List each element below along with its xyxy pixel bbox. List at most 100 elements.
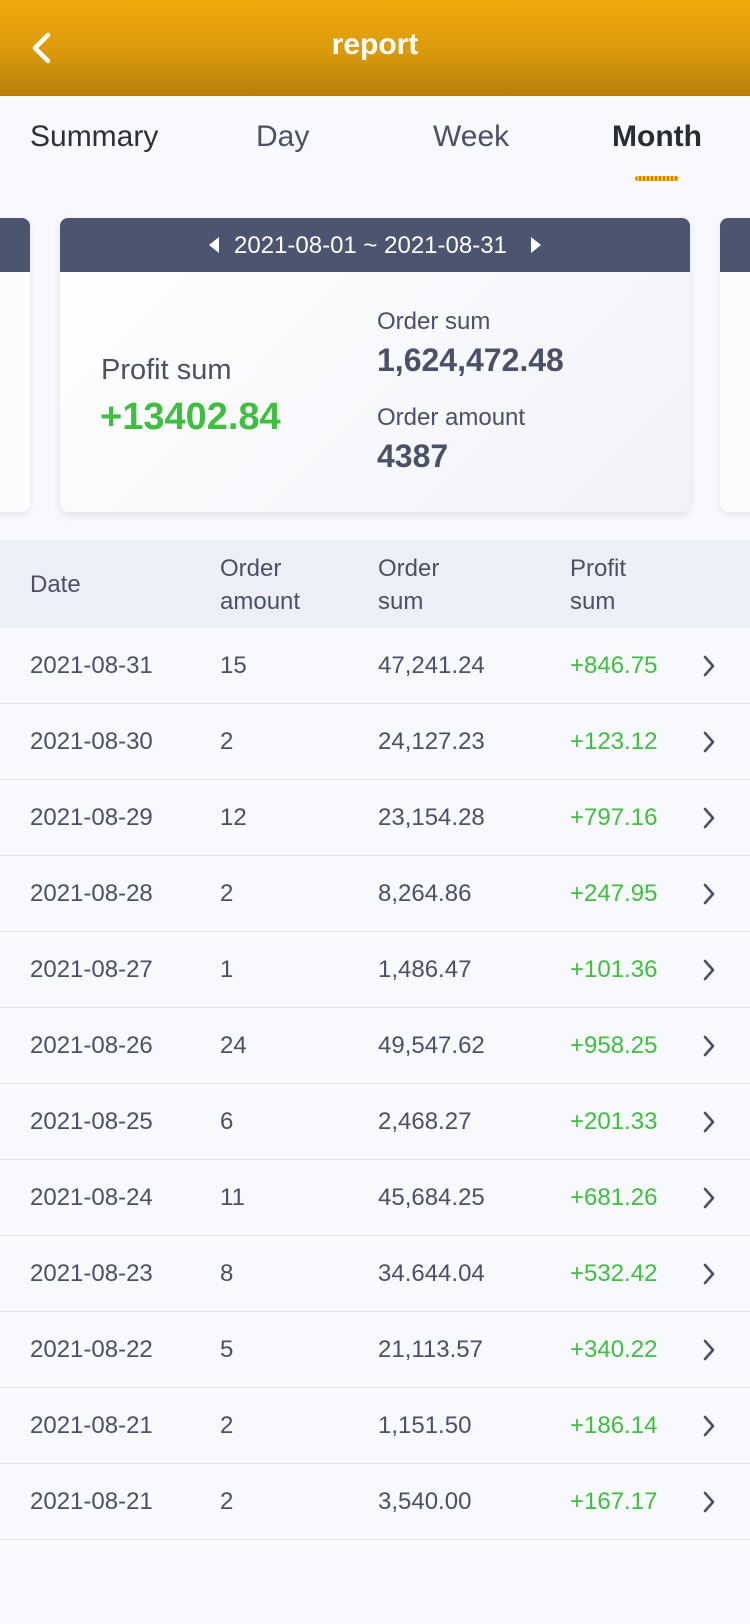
order-amount-value: 4387 [377, 438, 449, 474]
date-range-bar: 2021-08-01 ~ 2021-08-31 [60, 218, 690, 272]
profit-sum-label: Profit sum [101, 354, 232, 386]
back-button[interactable] [18, 24, 66, 72]
row-order-amount: 24 [220, 1032, 247, 1059]
period-tabs: Summary Day Week Month [0, 96, 750, 186]
chevron-right-icon [703, 959, 715, 981]
table-row[interactable]: 2021-08-31 15 47,241.24 +846.75 [0, 628, 750, 704]
row-date: 2021-08-22 [30, 1336, 153, 1363]
row-order-amount: 6 [220, 1108, 234, 1135]
row-order-sum: 8,264.86 [378, 880, 472, 907]
row-order-amount: 2 [220, 1412, 234, 1439]
row-order-amount: 12 [220, 804, 247, 831]
row-order-sum: 2,468.27 [378, 1108, 472, 1135]
daily-report-list: 2021-08-31 15 47,241.24 +846.75 2021-08-… [0, 628, 750, 1540]
chevron-right-icon [703, 807, 715, 829]
table-row[interactable]: 2021-08-23 8 34.644.04 +532.42 [0, 1236, 750, 1312]
tab-week[interactable]: Week [433, 120, 510, 153]
row-date: 2021-08-30 [30, 728, 153, 755]
chevron-right-icon [703, 1111, 715, 1133]
row-profit-sum: +846.75 [570, 652, 658, 679]
row-profit-sum: +797.16 [570, 804, 658, 831]
table-row[interactable]: 2021-08-30 2 24,127.23 +123.12 [0, 704, 750, 780]
period-summary-card: 2021-08-01 ~ 2021-08-31 Profit sum +1340… [60, 218, 690, 512]
row-date: 2021-08-25 [30, 1108, 153, 1135]
row-order-amount: 2 [220, 880, 234, 907]
row-profit-sum: +167.17 [570, 1488, 658, 1515]
app-header: report [0, 0, 750, 96]
next-range-button[interactable] [526, 235, 546, 255]
row-profit-sum: +201.33 [570, 1108, 658, 1135]
row-profit-sum: +340.22 [570, 1336, 658, 1363]
profit-sum-value: +13402.84 [100, 396, 281, 438]
row-profit-sum: +681.26 [570, 1184, 658, 1211]
page-title: report [331, 28, 419, 61]
previous-period-card[interactable] [0, 218, 30, 512]
chevron-right-icon [703, 1263, 715, 1285]
header-profit-sum: Profit sum [570, 555, 627, 615]
order-amount-label: Order amount [377, 404, 526, 431]
row-order-sum: 45,684.25 [378, 1184, 485, 1211]
row-order-amount: 8 [220, 1260, 234, 1287]
row-date: 2021-08-24 [30, 1184, 153, 1211]
table-row[interactable]: 2021-08-22 5 21,113.57 +340.22 [0, 1312, 750, 1388]
chevron-right-icon [703, 731, 715, 753]
chevron-right-icon [703, 1415, 715, 1437]
row-profit-sum: +532.42 [570, 1260, 658, 1287]
row-date: 2021-08-21 [30, 1412, 153, 1439]
row-order-sum: 1,486.47 [378, 956, 472, 983]
back-arrow-icon [32, 32, 51, 64]
row-order-amount: 2 [220, 1488, 234, 1515]
row-order-sum: 49,547.62 [378, 1032, 485, 1059]
row-order-amount: 1 [220, 956, 234, 983]
next-period-card[interactable] [720, 218, 750, 512]
row-date: 2021-08-26 [30, 1032, 153, 1059]
row-order-amount: 2 [220, 728, 234, 755]
header-order-sum: Order sum [378, 555, 440, 615]
table-row[interactable]: 2021-08-24 11 45,684.25 +681.26 [0, 1160, 750, 1236]
row-profit-sum: +958.25 [570, 1032, 658, 1059]
row-order-sum: 24,127.23 [378, 728, 485, 755]
tab-month[interactable]: Month [612, 120, 702, 153]
previous-range-button[interactable] [204, 235, 224, 255]
table-row[interactable]: 2021-08-21 2 3,540.00 +167.17 [0, 1464, 750, 1540]
table-row[interactable]: 2021-08-26 24 49,547.62 +958.25 [0, 1008, 750, 1084]
table-row[interactable]: 2021-08-27 1 1,486.47 +101.36 [0, 932, 750, 1008]
row-order-sum: 23,154.28 [378, 804, 485, 831]
row-date: 2021-08-21 [30, 1488, 153, 1515]
chevron-right-icon [703, 1187, 715, 1209]
row-profit-sum: +101.36 [570, 956, 658, 983]
order-sum-label: Order sum [377, 308, 491, 335]
row-profit-sum: +247.95 [570, 880, 658, 907]
row-order-amount: 5 [220, 1336, 234, 1363]
header-date: Date [30, 571, 81, 598]
chevron-right-icon [703, 883, 715, 905]
chevron-right-icon [703, 655, 715, 677]
table-row[interactable]: 2021-08-29 12 23,154.28 +797.16 [0, 780, 750, 856]
chevron-right-icon [703, 1339, 715, 1361]
table-row[interactable]: 2021-08-21 2 1,151.50 +186.14 [0, 1388, 750, 1464]
table-row[interactable]: 2021-08-28 2 8,264.86 +247.95 [0, 856, 750, 932]
row-date: 2021-08-28 [30, 880, 153, 907]
row-order-sum: 1,151.50 [378, 1412, 472, 1439]
header-order-amount: Order amount [220, 555, 301, 615]
row-date: 2021-08-31 [30, 652, 153, 679]
chevron-right-icon [703, 1491, 715, 1513]
row-order-sum: 34.644.04 [378, 1260, 485, 1287]
row-profit-sum: +186.14 [570, 1412, 658, 1439]
row-date: 2021-08-29 [30, 804, 153, 831]
row-order-sum: 21,113.57 [378, 1336, 483, 1363]
active-tab-indicator [635, 176, 679, 181]
caret-left-icon [209, 237, 219, 253]
table-header: Date Order amount Order sum Profit sum [0, 540, 750, 628]
table-row[interactable]: 2021-08-25 6 2,468.27 +201.33 [0, 1084, 750, 1160]
caret-right-icon [531, 237, 541, 253]
row-order-sum: 47,241.24 [378, 652, 485, 679]
row-date: 2021-08-23 [30, 1260, 153, 1287]
date-range-label: 2021-08-01 ~ 2021-08-31 [234, 232, 507, 259]
row-order-amount: 15 [220, 652, 247, 679]
row-order-amount: 11 [220, 1184, 245, 1211]
tab-summary[interactable]: Summary [30, 120, 159, 153]
row-profit-sum: +123.12 [570, 728, 658, 755]
tab-day[interactable]: Day [256, 120, 310, 153]
row-order-sum: 3,540.00 [378, 1488, 472, 1515]
